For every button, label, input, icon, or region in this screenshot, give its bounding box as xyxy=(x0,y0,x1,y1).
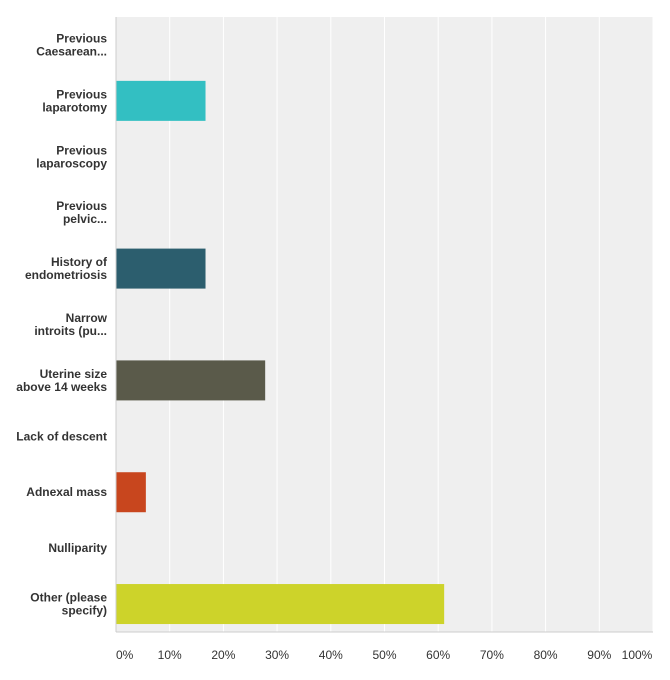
x-tick-label: 50% xyxy=(372,648,396,662)
category-label: Uterine size above 14 weeks xyxy=(16,367,107,394)
category-label-line: Nulliparity xyxy=(48,541,107,555)
category-label-line: Previous xyxy=(56,87,107,101)
category-label-line: Narrow xyxy=(66,311,108,325)
bar xyxy=(116,360,266,401)
category-label: Lack of descent xyxy=(16,429,107,443)
category-label-line: above 14 weeks xyxy=(16,380,107,394)
category-label: Nulliparity xyxy=(48,541,107,555)
category-label-line: pelvic... xyxy=(63,212,107,226)
category-label-line: History of xyxy=(51,255,108,269)
category-label-line: Previous xyxy=(56,143,107,157)
x-tick-label: 90% xyxy=(587,648,611,662)
bar xyxy=(116,584,445,625)
x-tick-label: 100% xyxy=(622,648,653,662)
category-label-line: introits (pu... xyxy=(34,324,107,338)
category-label: Previous laparoscopy xyxy=(36,143,107,170)
category-label: Previous pelvic... xyxy=(56,199,107,226)
category-label-line: specify) xyxy=(62,604,107,618)
category-label: History of endometriosis xyxy=(25,255,108,282)
category-label-line: Previous xyxy=(56,31,107,45)
x-tick-label: 30% xyxy=(265,648,289,662)
x-tick-label: 60% xyxy=(426,648,450,662)
x-tick-label: 80% xyxy=(534,648,558,662)
category-label: Previous Caesarean... xyxy=(36,31,107,58)
category-label-line: laparotomy xyxy=(42,100,107,114)
bar xyxy=(116,248,206,289)
category-label-line: Uterine size xyxy=(40,367,108,381)
x-tick-label: 0% xyxy=(116,648,134,662)
bar xyxy=(116,80,206,121)
x-tick-label: 10% xyxy=(158,648,182,662)
x-tick-label: 20% xyxy=(211,648,235,662)
category-label-line: Other (please xyxy=(30,591,107,605)
category-label: Adnexal mass xyxy=(26,485,107,499)
category-label-line: Adnexal mass xyxy=(26,485,107,499)
category-labels: Previous Caesarean...Previous laparotomyPr… xyxy=(16,31,108,617)
category-label-line: Caesarean... xyxy=(36,44,107,58)
category-label-line: laparoscopy xyxy=(36,156,107,170)
category-label-line: Previous xyxy=(56,199,107,213)
gridlines xyxy=(169,17,654,632)
x-tick-labels: 0% 10% 20% 30% 40% 50% 60% 70% 80% 90% 100% xyxy=(116,648,653,662)
category-label-line: endometriosis xyxy=(25,268,107,282)
bar xyxy=(116,472,146,513)
bars xyxy=(116,80,445,625)
category-label: Narrow introits (pu... xyxy=(34,311,107,338)
x-tick-label: 40% xyxy=(319,648,343,662)
x-tick-label: 70% xyxy=(480,648,504,662)
category-label-line: Lack of descent xyxy=(16,429,107,443)
category-label: Previous laparotomy xyxy=(42,87,107,114)
category-label: Other (please specify) xyxy=(30,591,107,618)
